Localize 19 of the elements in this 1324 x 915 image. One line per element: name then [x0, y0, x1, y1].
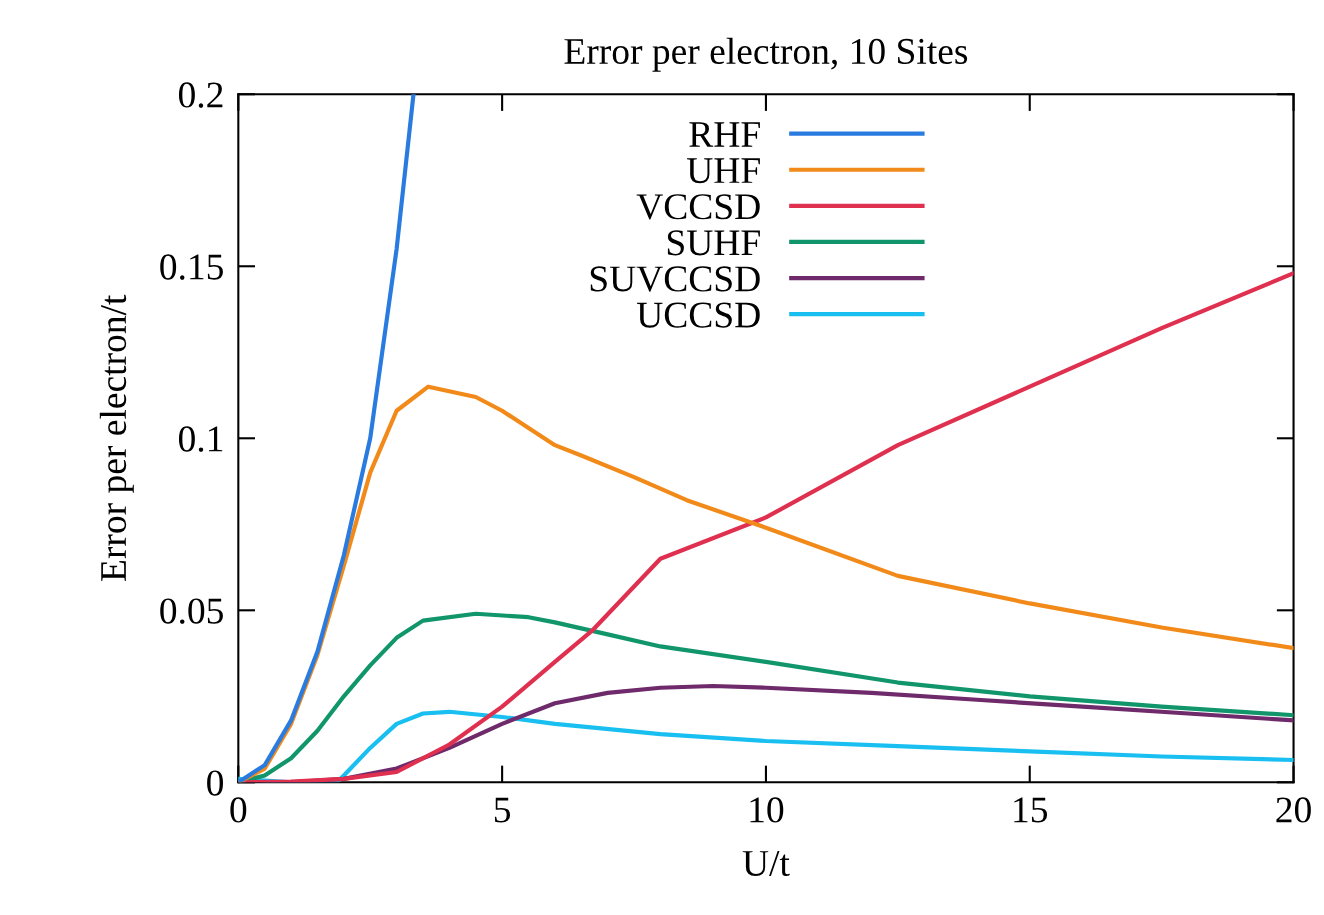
- legend-label: UCCSD: [636, 302, 760, 328]
- legend-label: VCCSD: [636, 194, 760, 220]
- y-axis-title: Error per electron/t: [99, 294, 134, 581]
- legend-label: SUHF: [667, 230, 760, 256]
- x-tick-label: 20: [1276, 797, 1311, 823]
- legend-label: RHF: [689, 122, 760, 147]
- x-axis-title: U/t: [742, 850, 790, 877]
- y-tick-label: 0: [207, 770, 223, 796]
- x-tick-label: 10: [750, 797, 784, 823]
- y-tick-label: 0.15: [160, 254, 223, 280]
- legend-label: UHF: [687, 158, 760, 184]
- legend-label: SUVCCSD: [590, 266, 760, 292]
- y-tick-label: 0.1: [178, 426, 223, 452]
- y-tick-label: 0.2: [178, 82, 223, 108]
- y-tick-label: 0.05: [160, 598, 223, 624]
- chart-title: Error per electron, 10 Sites: [564, 37, 968, 72]
- x-tick-label: 15: [1014, 797, 1048, 823]
- x-tick-label: 0: [230, 797, 247, 823]
- x-tick-label: 5: [494, 797, 511, 823]
